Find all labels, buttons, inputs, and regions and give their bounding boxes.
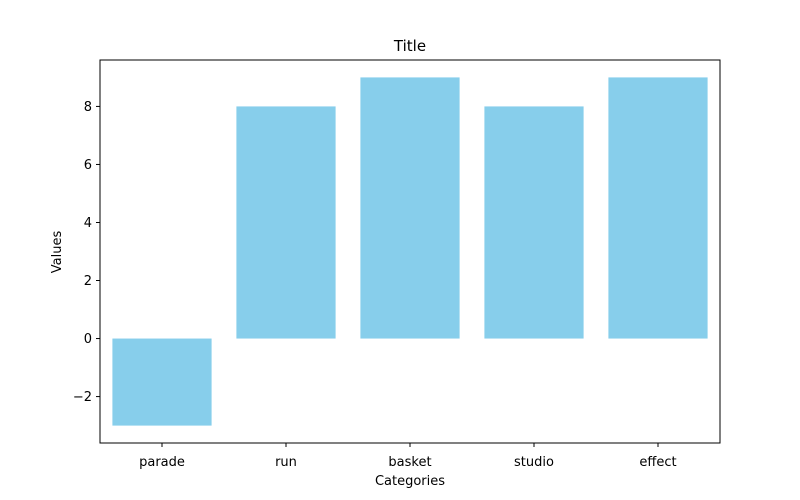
x-axis-ticks: parade run basket studio effect — [139, 443, 677, 470]
bar-basket — [360, 77, 460, 339]
x-tick-label: studio — [514, 455, 554, 470]
y-tick-label: 8 — [84, 100, 92, 115]
chart-title: Title — [393, 37, 426, 55]
x-tick-label: run — [275, 455, 297, 470]
y-tick-label: 4 — [84, 216, 92, 231]
y-tick-label: 2 — [84, 274, 92, 289]
bars-group — [112, 77, 708, 426]
y-tick-label: −2 — [73, 390, 92, 405]
bar-parade — [112, 338, 212, 426]
bar-studio — [484, 106, 584, 339]
x-axis-label: Categories — [375, 474, 445, 489]
x-tick-label: effect — [639, 455, 676, 470]
y-tick-label: 0 — [84, 332, 92, 347]
x-tick-label: parade — [139, 455, 185, 470]
bar-run — [236, 106, 336, 339]
plot-frame — [99, 59, 721, 444]
y-tick-label: 6 — [84, 158, 92, 173]
x-tick-label: basket — [388, 455, 431, 470]
bar-effect — [608, 77, 708, 339]
y-axis-label: Values — [50, 231, 65, 274]
y-axis-ticks: −2 0 2 4 6 8 — [73, 100, 100, 405]
